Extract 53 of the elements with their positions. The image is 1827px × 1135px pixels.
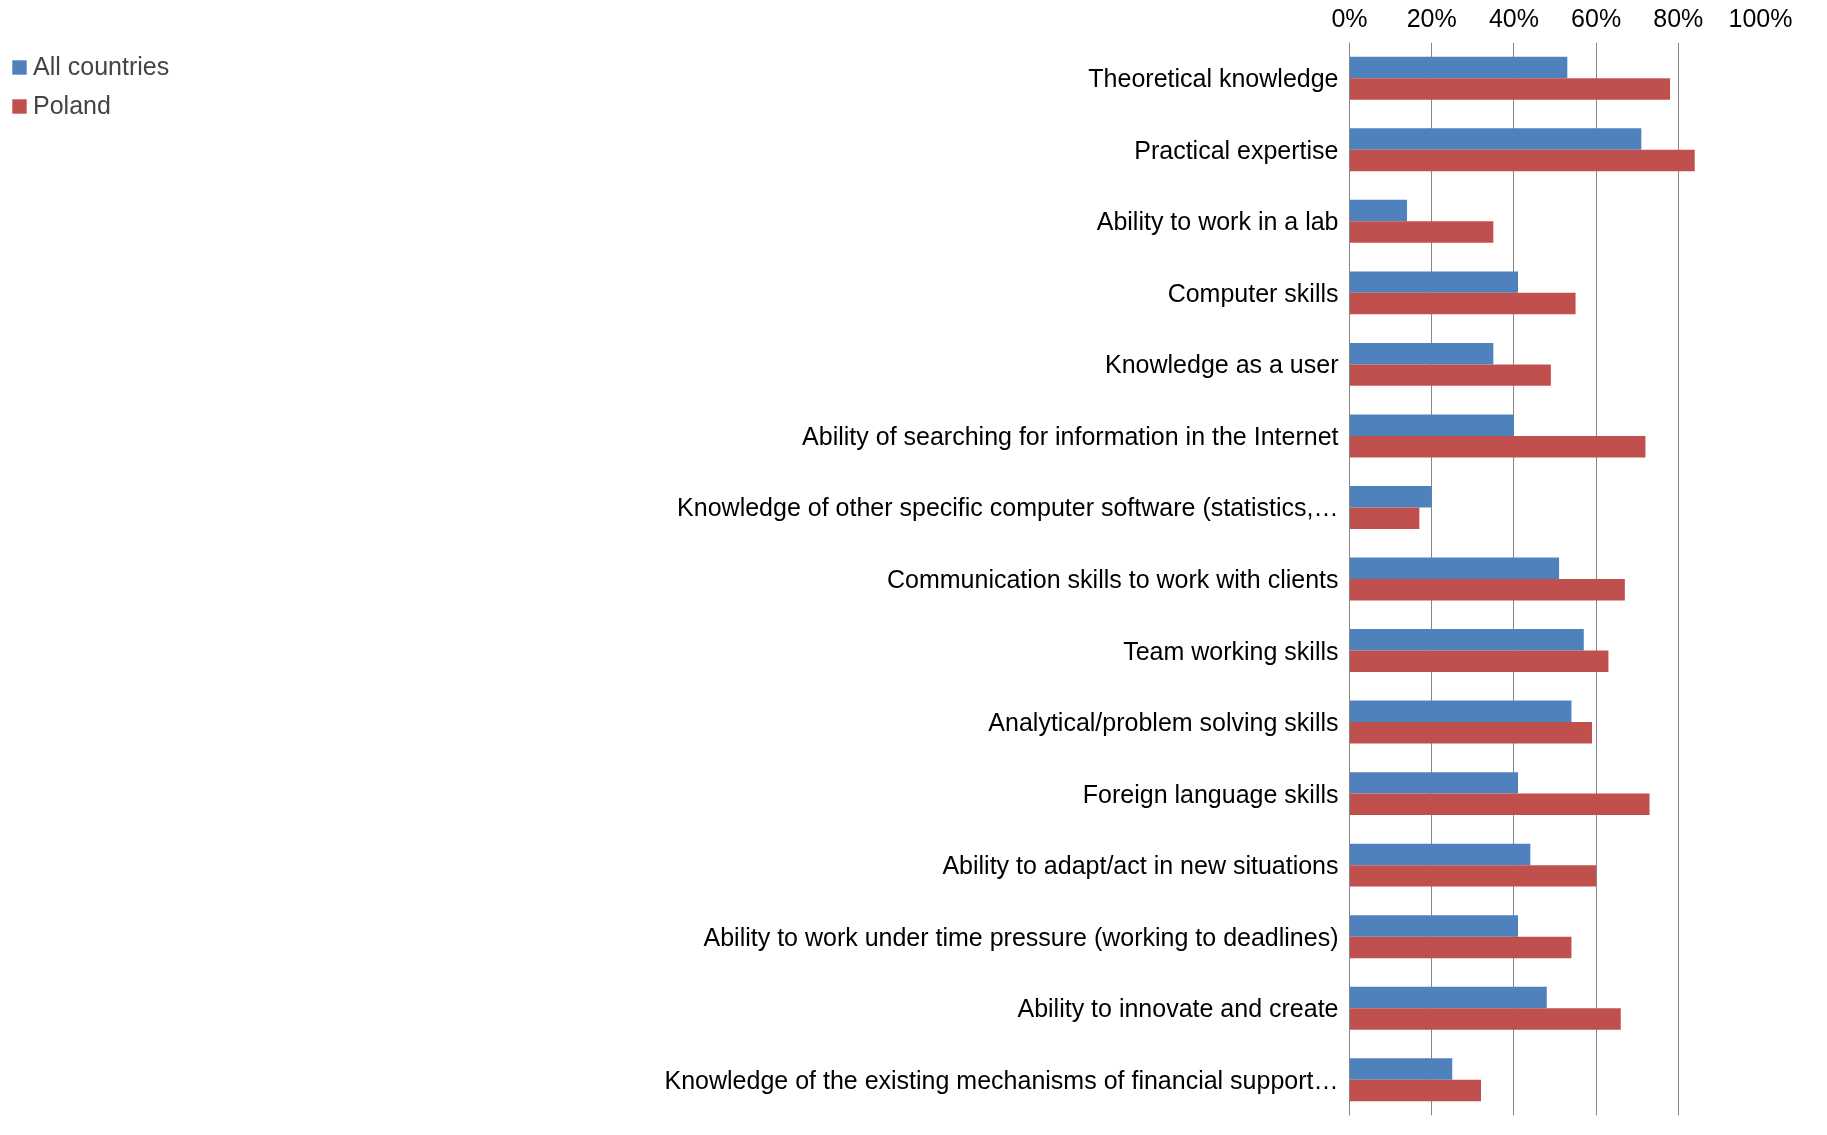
bar xyxy=(1349,650,1609,672)
y-tick-label: Ability to adapt/act in new situations xyxy=(942,851,1339,880)
bar xyxy=(1349,78,1671,100)
y-tick-label: Foreign language skills xyxy=(1082,779,1339,808)
x-tick-label: 20% xyxy=(1406,3,1457,32)
bar xyxy=(1349,414,1514,436)
bar xyxy=(1349,128,1642,150)
bar xyxy=(1349,486,1432,508)
y-tick-label: Theoretical knowledge xyxy=(1088,64,1339,93)
bar xyxy=(1349,1058,1453,1080)
bar xyxy=(1349,56,1568,79)
bar xyxy=(1349,221,1494,243)
bar xyxy=(1349,793,1650,816)
bar xyxy=(1349,342,1494,365)
bar xyxy=(1349,1008,1621,1030)
bar xyxy=(1349,1079,1482,1102)
bar xyxy=(1349,915,1519,937)
bar xyxy=(1349,292,1576,315)
x-tick-label: 80% xyxy=(1653,3,1704,32)
bar xyxy=(1349,722,1592,744)
bar xyxy=(1349,986,1547,1009)
y-tick-label: Ability to work under time pressure (working to deadlines) xyxy=(703,922,1339,951)
y-tick-label: Ability to work in a lab xyxy=(1096,207,1339,236)
x-tick-label: 100% xyxy=(1728,3,1793,32)
x-tick-label: 0% xyxy=(1331,3,1368,32)
y-tick-label: Ability of searching for information in the Internet xyxy=(802,421,1339,450)
bar xyxy=(1349,865,1597,887)
y-tick-label: Analytical/problem solving skills xyxy=(988,708,1339,737)
bar xyxy=(1349,199,1408,222)
bar xyxy=(1349,557,1560,579)
bar xyxy=(1349,271,1519,293)
y-tick-label: Ability to innovate and create xyxy=(1017,994,1339,1023)
x-tick-label: 60% xyxy=(1571,3,1622,32)
bar xyxy=(1349,629,1584,651)
bar xyxy=(1349,936,1572,959)
y-tick-label: Computer skills xyxy=(1167,278,1339,307)
y-tick-label: Knowledge as a user xyxy=(1105,350,1339,379)
bar xyxy=(1349,149,1695,172)
bar xyxy=(1349,507,1420,529)
bar xyxy=(1349,364,1551,386)
y-tick-label: Team working skills xyxy=(1123,636,1339,665)
y-tick-label: Practical expertise xyxy=(1134,135,1339,164)
x-tick-label: 40% xyxy=(1488,3,1539,32)
legend-label: All countries xyxy=(33,52,170,81)
legend-label: Poland xyxy=(33,91,111,120)
y-tick-label: Knowledge of other specific computer software (statistics,… xyxy=(677,493,1339,522)
bar xyxy=(1349,435,1646,458)
bar xyxy=(1349,843,1531,866)
y-tick-label: Knowledge of the existing mechanisms of financial support… xyxy=(664,1065,1339,1094)
bar xyxy=(1349,579,1625,601)
bar xyxy=(1349,772,1519,794)
bar xyxy=(1349,700,1572,723)
y-tick-label: Communication skills to work with clients xyxy=(886,565,1339,593)
